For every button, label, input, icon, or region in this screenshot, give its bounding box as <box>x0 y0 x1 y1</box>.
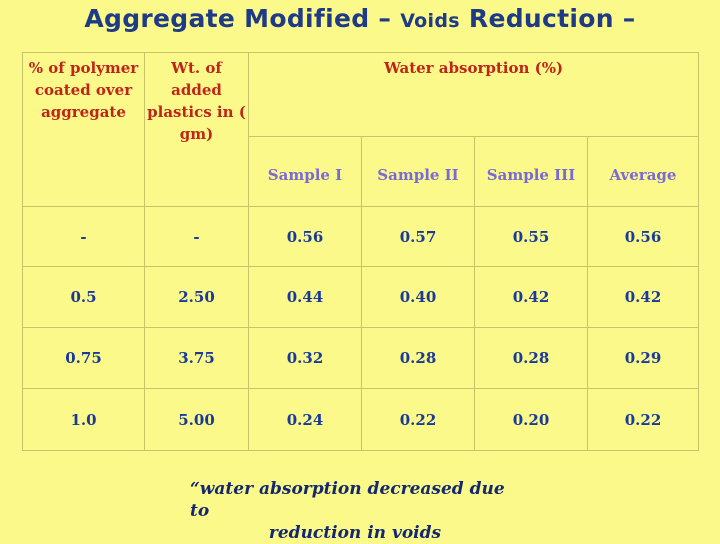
table-cell: 0.56 <box>587 206 699 267</box>
table-cell: 0.22 <box>587 388 699 451</box>
header-sample-3: Sample III <box>474 136 588 207</box>
table-row: 0.75 3.75 0.32 0.28 0.28 0.29 <box>22 327 699 389</box>
table-cell: 0.42 <box>587 266 699 328</box>
header-sample-2: Sample II <box>361 136 475 207</box>
title-small: Voids <box>400 10 460 32</box>
header-plastic-weight: Wt. of added plastics in ( gm) <box>144 52 249 207</box>
table-cell: 0.44 <box>248 266 362 328</box>
slide-title: Aggregate Modified – Voids Reduction – <box>0 4 720 33</box>
header-polymer-percent: % of polymer coated over aggregate <box>22 52 145 207</box>
table-cell: 5.00 <box>144 388 249 451</box>
quote-line-1: “water absorption decreased due to <box>190 479 505 521</box>
quote-line-2: reduction in voids <box>268 523 442 543</box>
table-cell: 3.75 <box>144 327 249 389</box>
header-sample-1: Sample I <box>248 136 362 207</box>
table-cell: 0.32 <box>248 327 362 389</box>
table-cell: 0.55 <box>474 206 588 267</box>
table-cell: 0.20 <box>474 388 588 451</box>
table-cell: 0.42 <box>474 266 588 328</box>
table-cell: 0.56 <box>248 206 362 267</box>
conclusion-quote: “water absorption decreased due to reduc… <box>190 478 520 544</box>
table-cell: 0.40 <box>361 266 475 328</box>
title-rest: Reduction – <box>468 4 636 33</box>
table-cell: - <box>144 206 249 267</box>
table-row: - - 0.56 0.57 0.55 0.56 <box>22 206 699 267</box>
table-cell: - <box>22 206 145 267</box>
table-cell: 0.24 <box>248 388 362 451</box>
table-cell: 0.28 <box>474 327 588 389</box>
table-cell: 2.50 <box>144 266 249 328</box>
table-cell: 0.57 <box>361 206 475 267</box>
table-cell: 0.28 <box>361 327 475 389</box>
table-row: 0.5 2.50 0.44 0.40 0.42 0.42 <box>22 266 699 328</box>
title-main: Aggregate Modified – <box>84 4 392 33</box>
water-absorption-table: % of polymer coated over aggregate Wt. o… <box>22 52 699 451</box>
header-average: Average <box>587 136 699 207</box>
table-row: 1.0 5.00 0.24 0.22 0.20 0.22 <box>22 388 699 451</box>
table-cell: 1.0 <box>22 388 145 451</box>
table-cell: 0.29 <box>587 327 699 389</box>
table-cell: 0.22 <box>361 388 475 451</box>
table-cell: 0.5 <box>22 266 145 328</box>
table-cell: 0.75 <box>22 327 145 389</box>
header-water-absorption: Water absorption (%) <box>248 52 699 137</box>
